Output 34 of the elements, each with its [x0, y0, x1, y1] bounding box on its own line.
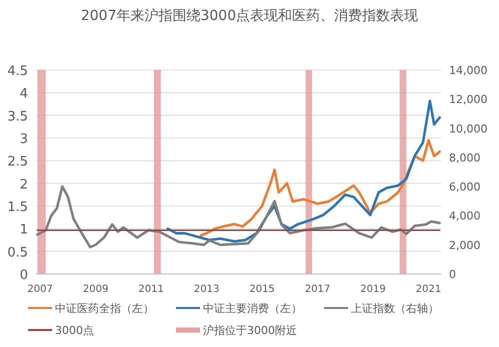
legend-label: 3000点 — [55, 324, 94, 337]
legend-label: 上证指数（右轴） — [351, 302, 439, 315]
x-tick-label: 2015 — [249, 284, 275, 295]
y-tick-label: 2.5 — [7, 154, 28, 170]
legend-label: 沪指位于3000附近 — [203, 324, 297, 337]
y-tick-label: 3 — [20, 132, 28, 147]
y2-tick-label: 12,000 — [449, 93, 488, 106]
line-series — [36, 185, 441, 248]
y2-tick-label: 2,000 — [449, 238, 480, 252]
y-tick-label: 4 — [20, 86, 28, 102]
y-tick-label: 0.5 — [7, 245, 28, 260]
y2-tick-label: 14,000 — [449, 64, 488, 77]
y2-tick-label: 8,000 — [449, 151, 480, 164]
legend-label: 中证医药全指（左） — [55, 302, 154, 315]
y2-tick-label: 10,000 — [449, 122, 488, 136]
x-tick-label: 2007 — [27, 284, 53, 295]
y2-tick-label: 6,000 — [449, 180, 480, 194]
x-tick-label: 2011 — [138, 284, 164, 295]
y2-tick-label: 4,000 — [449, 210, 480, 223]
x-tick-label: 2019 — [360, 284, 386, 295]
x-tick-label: 2013 — [194, 284, 220, 295]
legend-label: 中证主要消费（左） — [203, 302, 302, 315]
y2-tick-label: 0 — [449, 268, 456, 281]
x-tick-label: 2009 — [82, 284, 108, 295]
x-tick-label: 2017 — [304, 284, 330, 295]
x-tick-label: 2021 — [416, 284, 442, 295]
y-tick-label: 4.5 — [7, 64, 28, 79]
y-tick-label: 2 — [20, 177, 28, 192]
y-tick-label: 0 — [20, 268, 28, 283]
y-tick-label: 3.5 — [7, 109, 28, 124]
y-tick-label: 1.5 — [7, 200, 28, 215]
chart-title: 2007年来沪指围绕3000点表现和医药、消费指数表现 — [80, 8, 418, 24]
y-tick-label: 1 — [20, 222, 28, 238]
line-series — [200, 139, 441, 237]
